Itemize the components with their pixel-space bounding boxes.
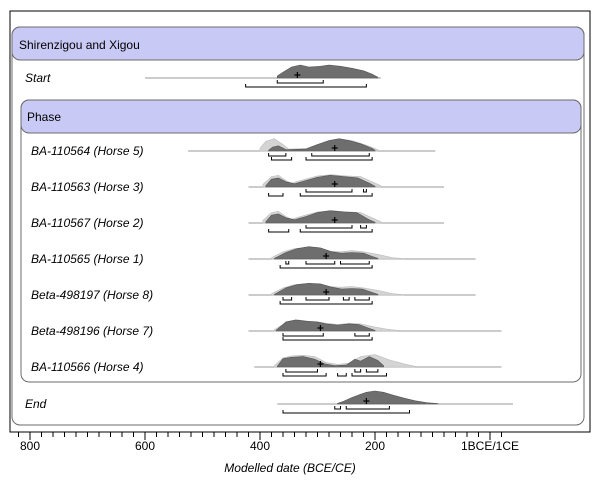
distribution-row (248, 174, 444, 197)
distributions (145, 64, 513, 414)
row-label: Start (25, 71, 51, 85)
x-axis-label: Modelled date (BCE/CE) (224, 461, 355, 475)
range-bracket (311, 153, 370, 157)
range-bracket (282, 337, 373, 341)
model-header-band (11, 26, 585, 61)
range-bracket (299, 193, 373, 197)
range-bracket (279, 301, 373, 305)
posterior-distribution (274, 246, 379, 260)
range-bracket (365, 369, 379, 373)
range-bracket (305, 157, 373, 161)
phase-title: Phase (27, 110, 61, 124)
posterior-distribution (277, 356, 384, 368)
range-bracket (305, 261, 336, 265)
range-bracket (305, 225, 353, 229)
distribution-row (248, 282, 476, 305)
posterior-distribution (277, 64, 379, 79)
range-bracket (305, 297, 330, 301)
range-bracket (345, 406, 390, 410)
range-bracket (276, 80, 324, 84)
range-bracket (305, 189, 353, 193)
range-bracket (282, 333, 324, 337)
range-bracket (354, 369, 362, 373)
posterior-distribution (275, 319, 376, 332)
row-labels: Start BA-110564 (Horse 5) BA-110563 (Horse… (25, 71, 153, 411)
range-bracket (279, 265, 373, 269)
posterior-distribution (265, 174, 376, 188)
posterior-distribution (337, 390, 439, 405)
row-label: BA-110564 (Horse 5) (31, 144, 144, 158)
range-bracket (354, 297, 370, 301)
row-label: BA-110567 (Horse 2) (31, 216, 144, 230)
x-tick-label: 400 (250, 439, 270, 453)
range-bracket (363, 189, 367, 193)
x-tick-label: 600 (135, 439, 155, 453)
range-bracket (285, 369, 318, 373)
range-bracket (282, 373, 327, 377)
posterior-distribution (265, 210, 376, 224)
distribution-row (188, 138, 436, 161)
range-bracket (342, 297, 350, 301)
model-title: Shirenzigou and Xigou (19, 38, 140, 52)
distribution-row (277, 390, 513, 414)
range-bracket (245, 84, 367, 88)
range-bracket (282, 410, 410, 414)
posterior-distribution (268, 138, 376, 152)
row-label: Beta-498197 (Horse 8) (31, 288, 153, 302)
phase-header-band (20, 99, 582, 134)
row-label: BA-110563 (Horse 3) (31, 180, 144, 194)
distribution-row (248, 210, 444, 233)
range-bracket (354, 333, 370, 337)
x-tick-label: 200 (365, 439, 385, 453)
range-bracket (285, 261, 290, 265)
row-label: Beta-498196 (Horse 7) (31, 324, 153, 338)
distribution-row (248, 319, 502, 341)
range-bracket (334, 406, 341, 410)
x-tick-label: 800 (20, 439, 40, 453)
distribution-row (254, 354, 502, 377)
range-bracket (282, 297, 293, 301)
range-bracket (268, 229, 290, 233)
row-label: BA-110566 (Horse 4) (31, 360, 144, 374)
row-label: BA-110565 (Horse 1) (31, 252, 144, 266)
range-bracket (268, 153, 287, 157)
range-bracket (268, 193, 284, 197)
range-bracket (351, 373, 387, 377)
range-bracket (337, 373, 347, 377)
range-bracket (271, 157, 293, 161)
range-bracket (299, 229, 373, 233)
row-label: End (25, 397, 47, 411)
distribution-row (145, 64, 381, 88)
x-tick-label: 1BCE/1CE (461, 439, 519, 453)
x-axis: 800 600 400 200 1BCE/1CE (10, 431, 590, 453)
range-bracket (340, 261, 370, 265)
distribution-row (248, 246, 476, 269)
range-bracket (360, 225, 367, 229)
